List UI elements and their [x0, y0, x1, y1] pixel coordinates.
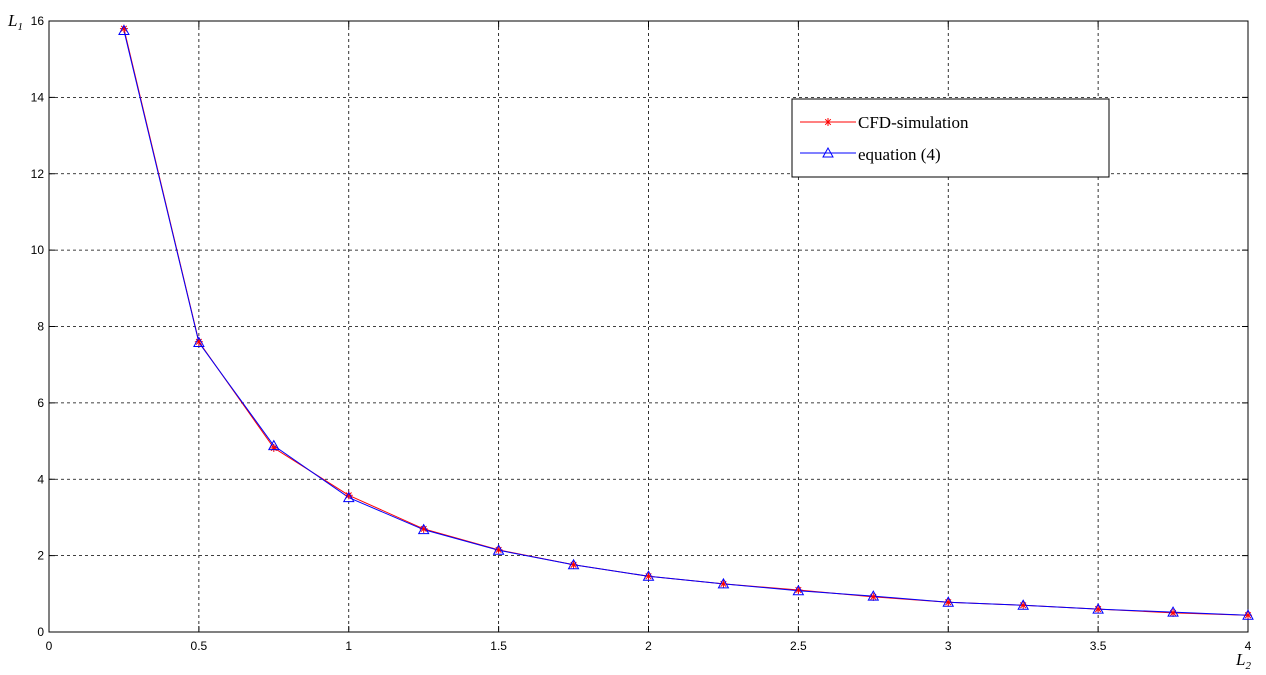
data-point-1: [1167, 606, 1179, 617]
data-point-1: [1092, 603, 1104, 614]
x-tick-label: 0.5: [191, 639, 208, 653]
legend-marker-shape: [824, 118, 832, 126]
x-tick-label: 1: [345, 639, 352, 653]
y-tick-label: 16: [31, 14, 45, 28]
data-point-1: [193, 336, 205, 348]
y-tick-label: 0: [37, 625, 44, 639]
y-tick-label: 12: [31, 167, 45, 181]
data-point-1: [642, 570, 655, 581]
y-tick-label: 4: [37, 472, 44, 486]
axes: 0 0.5 1 1.5 2 2.5 3 3.5 4 0 2 4 6 8 10 12 14 16: [31, 14, 1252, 653]
x-tick-label: 3: [945, 639, 952, 653]
data-point-1: [567, 558, 580, 570]
series-group: [118, 24, 1254, 620]
data-point-1: [1017, 599, 1030, 610]
x-tick-label: 0: [46, 639, 53, 653]
y-tick-label: 10: [31, 243, 45, 257]
data-point-1: [942, 596, 955, 607]
grid-lines: [49, 21, 1248, 632]
data-point-1: [118, 24, 130, 36]
data-point-1: [417, 523, 430, 535]
data-point-1: [342, 491, 355, 503]
y-tick-label: 8: [37, 320, 44, 334]
data-point-1: [867, 590, 880, 601]
legend-marker-cfd: [824, 118, 832, 126]
legend-label-cfd: CFD-simulation: [858, 113, 969, 132]
x-tick-label: 4: [1245, 639, 1252, 653]
data-point-1: [267, 439, 280, 451]
data-point-1: [792, 584, 805, 596]
y-tick-label: 6: [37, 396, 44, 410]
data-point-1: [717, 577, 730, 589]
x-tick-label: 2.5: [790, 639, 807, 653]
y-axis-label: L1: [7, 11, 23, 33]
series-line-1: [123, 30, 1249, 616]
legend-label-equation: equation (4): [858, 145, 941, 164]
y-tick-label: 14: [31, 90, 45, 104]
x-axis-label: L2: [1235, 650, 1251, 672]
legend-box: [791, 98, 1110, 178]
x-tick-label: 3.5: [1090, 639, 1107, 653]
x-tick-label: 1.5: [490, 639, 507, 653]
legend-marker-shape: [822, 146, 834, 158]
data-point-1: [1242, 609, 1254, 620]
y-tick-label: 2: [37, 549, 44, 563]
data-point-1: [492, 544, 505, 555]
legend: CFD-simulation equation (4): [791, 98, 1110, 178]
x-tick-label: 2: [645, 639, 652, 653]
legend-marker-equation: [822, 146, 834, 158]
